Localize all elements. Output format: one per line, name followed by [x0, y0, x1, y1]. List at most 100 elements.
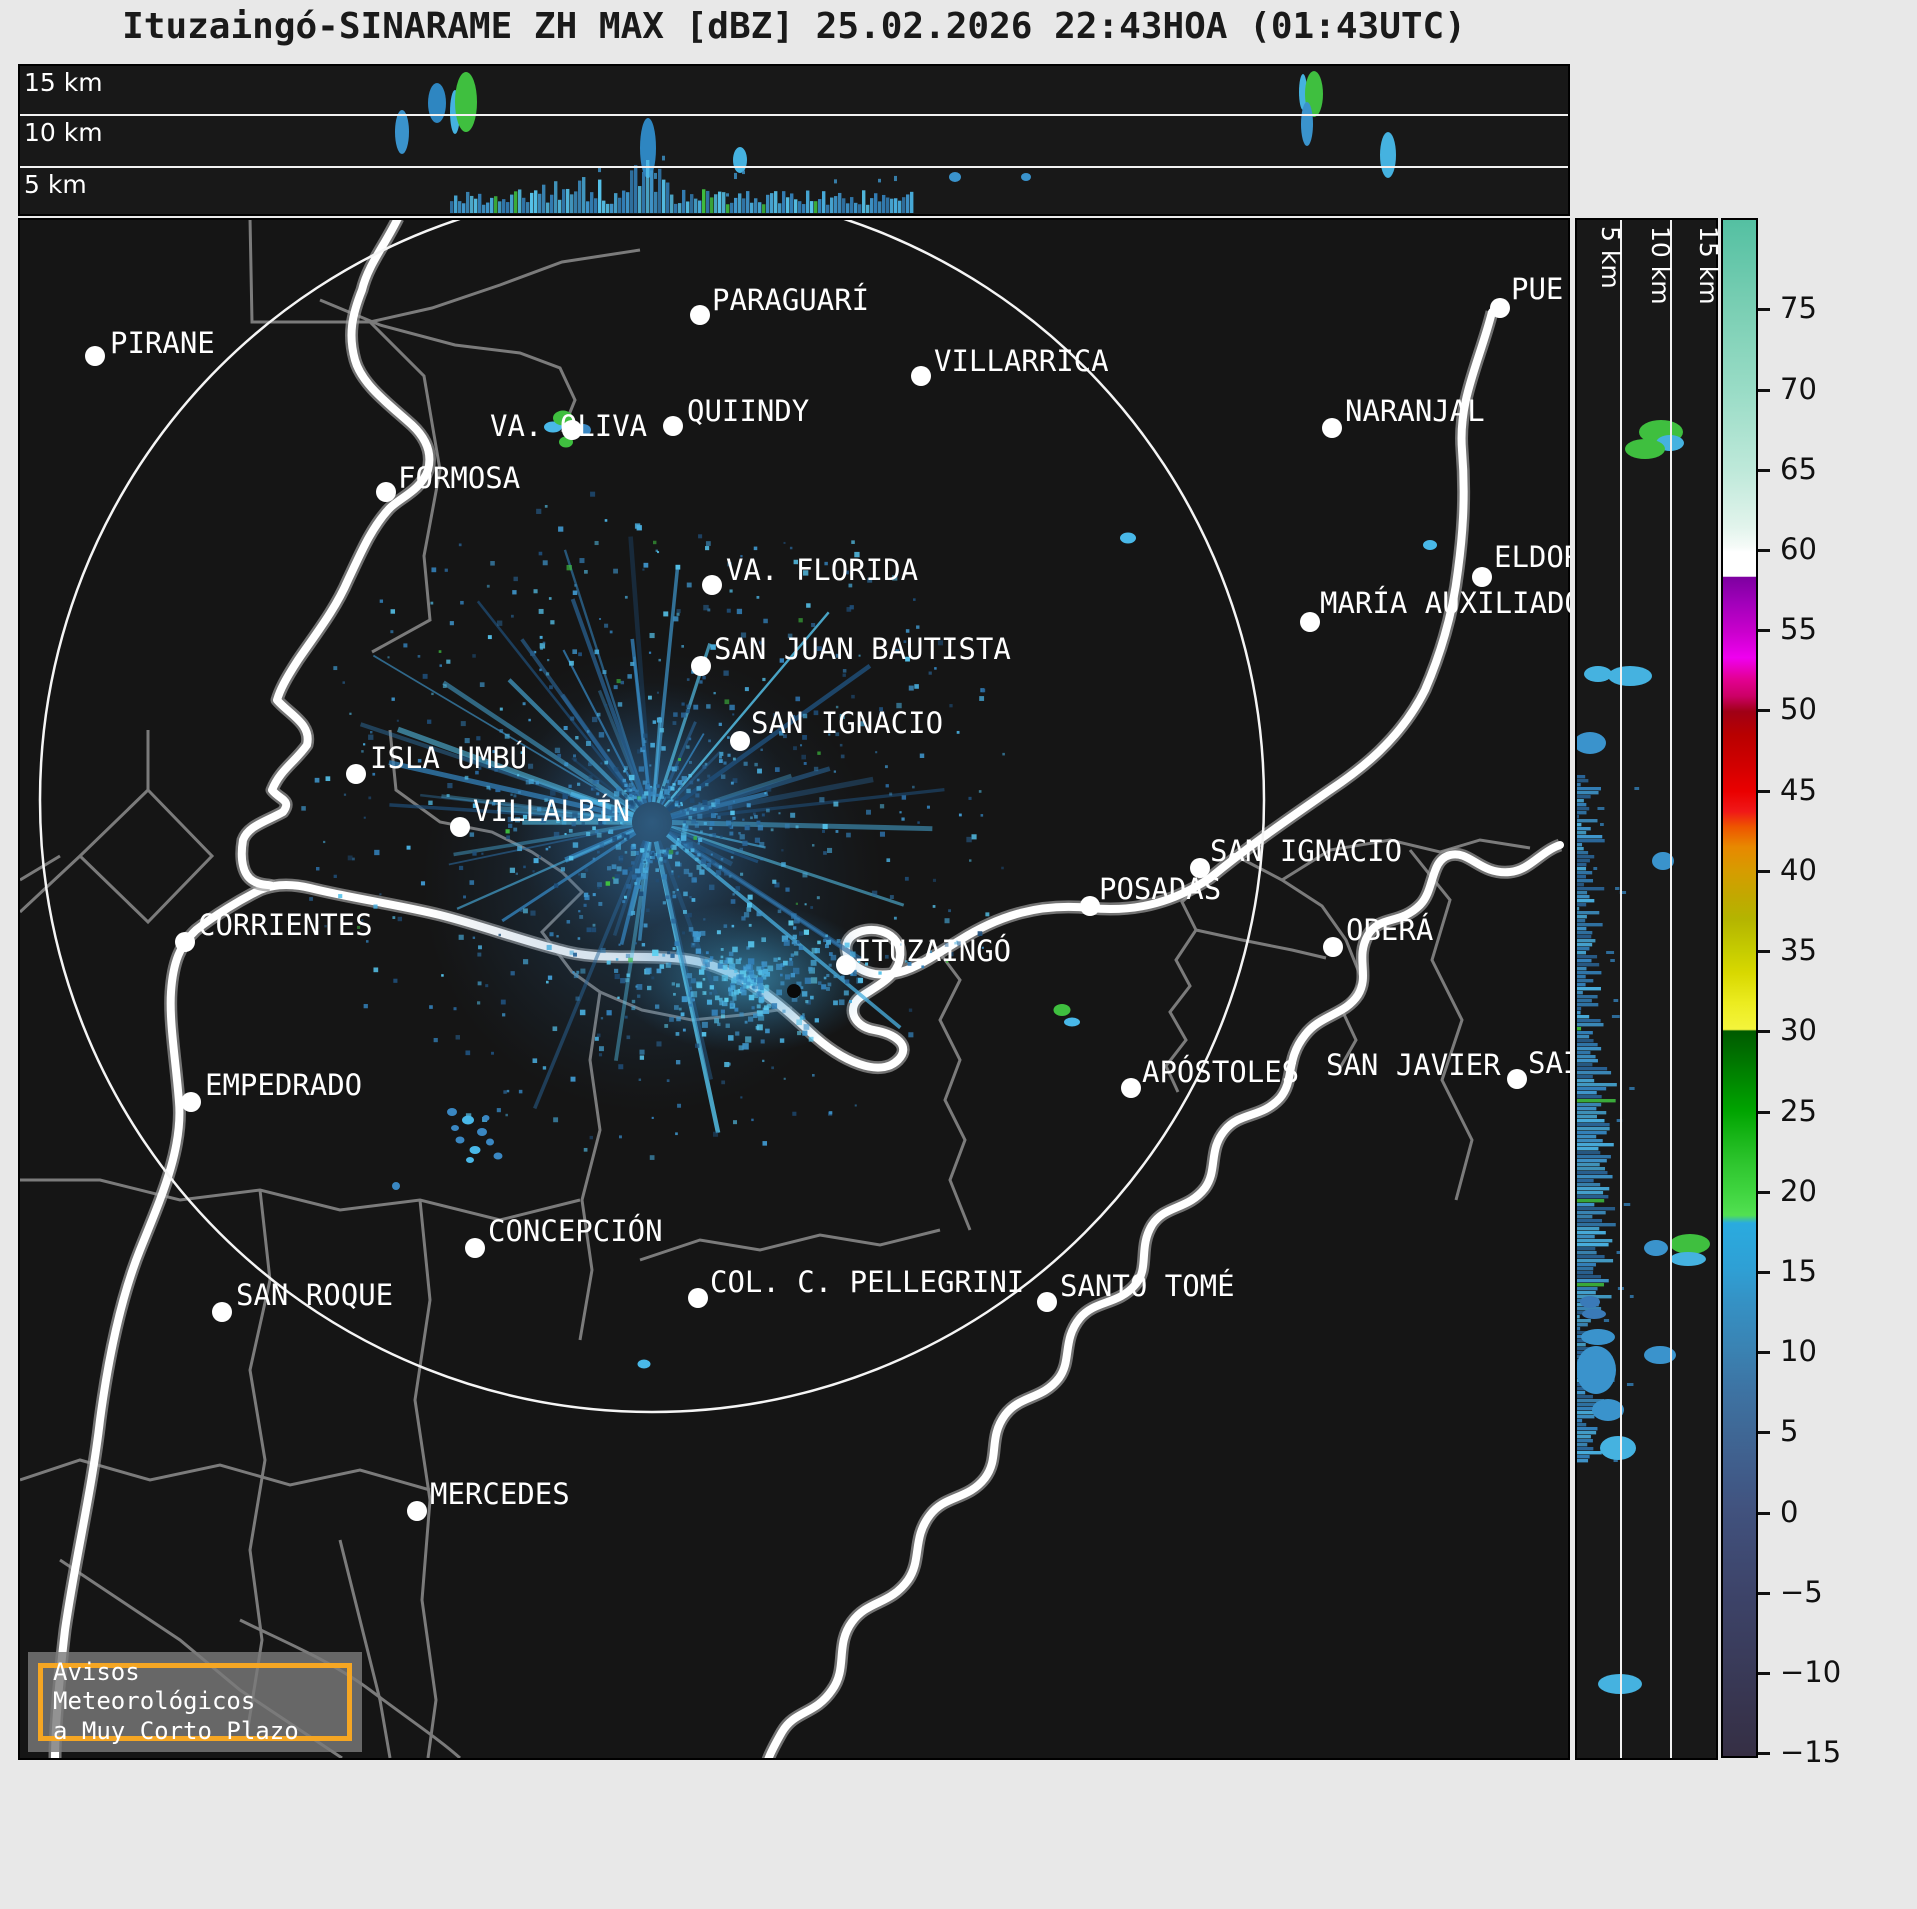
city-label-san-juan-bautista: SAN JUAN BAUTISTA	[714, 632, 1011, 666]
city-label-paraguar-: PARAGUARÍ	[712, 283, 870, 317]
echo-speck-17	[493, 1152, 503, 1160]
city-label-san-ignacio: SAN IGNACIO	[751, 706, 944, 740]
city-label-concepci-n: CONCEPCIÓN	[488, 1214, 663, 1248]
city-dot-NARANJAL	[1322, 418, 1342, 438]
echo-speck-9	[392, 1182, 400, 1190]
river-0	[51, 308, 1496, 1758]
city-dot-ITUZAINGÓ	[836, 955, 856, 975]
colorbar-label-30: 30	[1780, 1013, 1817, 1048]
altitude-label-1: 10 km	[24, 118, 103, 147]
city-label-san-roque: SAN ROQUE	[236, 1278, 394, 1312]
echo-speck-18	[466, 1157, 474, 1163]
city-dot-FORMOSA	[376, 482, 396, 502]
admin-border-1	[319, 298, 577, 433]
river-1	[237, 220, 434, 890]
warning-line-1: Avisos Meteorológicos	[53, 1658, 256, 1716]
city-dot-COL. C. PELLEGRINI	[688, 1288, 708, 1308]
colorbar-tick-45	[1758, 789, 1770, 793]
colorbar-label-65: 65	[1780, 451, 1817, 486]
page-title: Ituzaingó-SINARAME ZH MAX [dBZ] 25.02.20…	[122, 6, 1466, 47]
map-layer	[20, 220, 1564, 1758]
admin-border-8	[20, 1178, 581, 1222]
city-label-san-ignacio: SAN IGNACIO	[1210, 834, 1403, 868]
colorbar-label-70: 70	[1780, 371, 1817, 406]
city-label-posadas: POSADAS	[1099, 872, 1222, 906]
city-dot-VA. OLIVA	[562, 420, 582, 440]
city-label-san-javier: SAN JAVIER	[1326, 1048, 1501, 1082]
city-label-sai: SAI	[1528, 1046, 1570, 1080]
echo-speck-8	[637, 1359, 651, 1369]
city-label-col-c-pellegrini: COL. C. PELLEGRINI	[710, 1265, 1025, 1299]
river-2	[764, 841, 1564, 1758]
echo-speck-16	[451, 1125, 459, 1131]
echo-speck-13	[455, 1136, 465, 1144]
admin-border-18	[1408, 849, 1474, 1201]
city-dot-SAN IGNACIO	[1190, 858, 1210, 878]
altitude-gridline-5km	[20, 166, 1568, 168]
colorbar-tick-55	[1758, 629, 1770, 633]
city-label-mar-a-auxiliadora: MARÍA AUXILIADORA	[1320, 586, 1570, 620]
city-label-naranjal: NARANJAL	[1345, 394, 1485, 428]
colorbar-label-40: 40	[1780, 852, 1817, 887]
echo-speck-11	[462, 1115, 474, 1125]
echo-speck-6	[1053, 1004, 1071, 1016]
city-dot-VA. FLORIDA	[702, 575, 722, 595]
colorbar-tick-65	[1758, 468, 1770, 472]
admin-border-16	[1239, 856, 1364, 1069]
colorbar-tick-20	[1758, 1190, 1770, 1194]
city-label-eldor: ELDOR	[1494, 540, 1570, 574]
range-height-label-0: 5 km	[1596, 226, 1625, 289]
colorbar-tick-40	[1758, 869, 1770, 873]
city-dot-PARAGUARÍ	[690, 305, 710, 325]
city-dot-MARÍA AUXILIADORA	[1300, 612, 1320, 632]
colorbar-label--10: −10	[1780, 1654, 1842, 1689]
colorbar-label-35: 35	[1780, 933, 1817, 968]
admin-border-20	[928, 939, 972, 1231]
echo-speck-5	[1423, 540, 1437, 550]
city-dot-VILLARRICA	[911, 366, 931, 386]
colorbar-label-45: 45	[1780, 772, 1817, 807]
admin-border-15	[1164, 876, 1210, 1093]
echo-speck-19	[482, 1115, 490, 1121]
city-dot-OBERÁ	[1323, 937, 1343, 957]
city-dot-MERCEDES	[407, 1501, 427, 1521]
warning-box-border: Avisos Meteorológicos a Muy Corto Plazo	[38, 1658, 352, 1745]
city-label-empedrado: EMPEDRADO	[205, 1068, 363, 1102]
right-cross-section-echoes	[1577, 420, 1710, 1694]
admin-border-19	[1281, 838, 1531, 882]
range-height-gridline-0	[1620, 220, 1622, 1758]
city-dot-SANTO TOMÉ	[1037, 1292, 1057, 1312]
colorbar-label-15: 15	[1780, 1253, 1817, 1288]
colorbar-label-5: 5	[1780, 1414, 1799, 1449]
dbz-colorbar	[1721, 218, 1758, 1758]
city-dot-CORRIENTES	[175, 932, 195, 952]
colorbar-tick-60	[1758, 549, 1770, 553]
colorbar-label-55: 55	[1780, 612, 1817, 647]
city-label-formosa: FORMOSA	[398, 461, 521, 495]
warning-box[interactable]: Avisos Meteorológicos a Muy Corto Plazo	[28, 1652, 362, 1752]
admin-border-5	[78, 788, 215, 925]
city-dot-ISLA UMBÚ	[346, 764, 366, 784]
city-label-isla-umb-: ISLA UMBÚ	[370, 741, 528, 775]
colorbar-tick--15	[1758, 1752, 1770, 1756]
city-label-pirane: PIRANE	[110, 326, 215, 360]
city-dot-EMPEDRADO	[181, 1092, 201, 1112]
colorbar-label-10: 10	[1780, 1334, 1817, 1369]
colorbar-tick-75	[1758, 308, 1770, 312]
city-dot-SAN ROQUE	[212, 1302, 232, 1322]
radar-site-dot	[787, 984, 801, 998]
colorbar-label-20: 20	[1780, 1173, 1817, 1208]
city-label-mercedes: MERCEDES	[430, 1477, 570, 1511]
altitude-label-0: 15 km	[24, 68, 103, 97]
city-dot-SAN IGNACIO	[730, 731, 750, 751]
city-label-quiindy: QUIINDY	[687, 394, 810, 428]
colorbar-tick-25	[1758, 1110, 1770, 1114]
city-label-ap-stoles: APÓSTOLES	[1142, 1055, 1300, 1089]
range-height-label-1: 10 km	[1646, 226, 1675, 305]
admin-border-11	[20, 1458, 431, 1492]
admin-border-2	[369, 248, 641, 324]
city-label-va-florida: VA. FLORIDA	[726, 553, 919, 587]
colorbar-tick-10	[1758, 1351, 1770, 1355]
echo-speck-12	[477, 1128, 487, 1136]
